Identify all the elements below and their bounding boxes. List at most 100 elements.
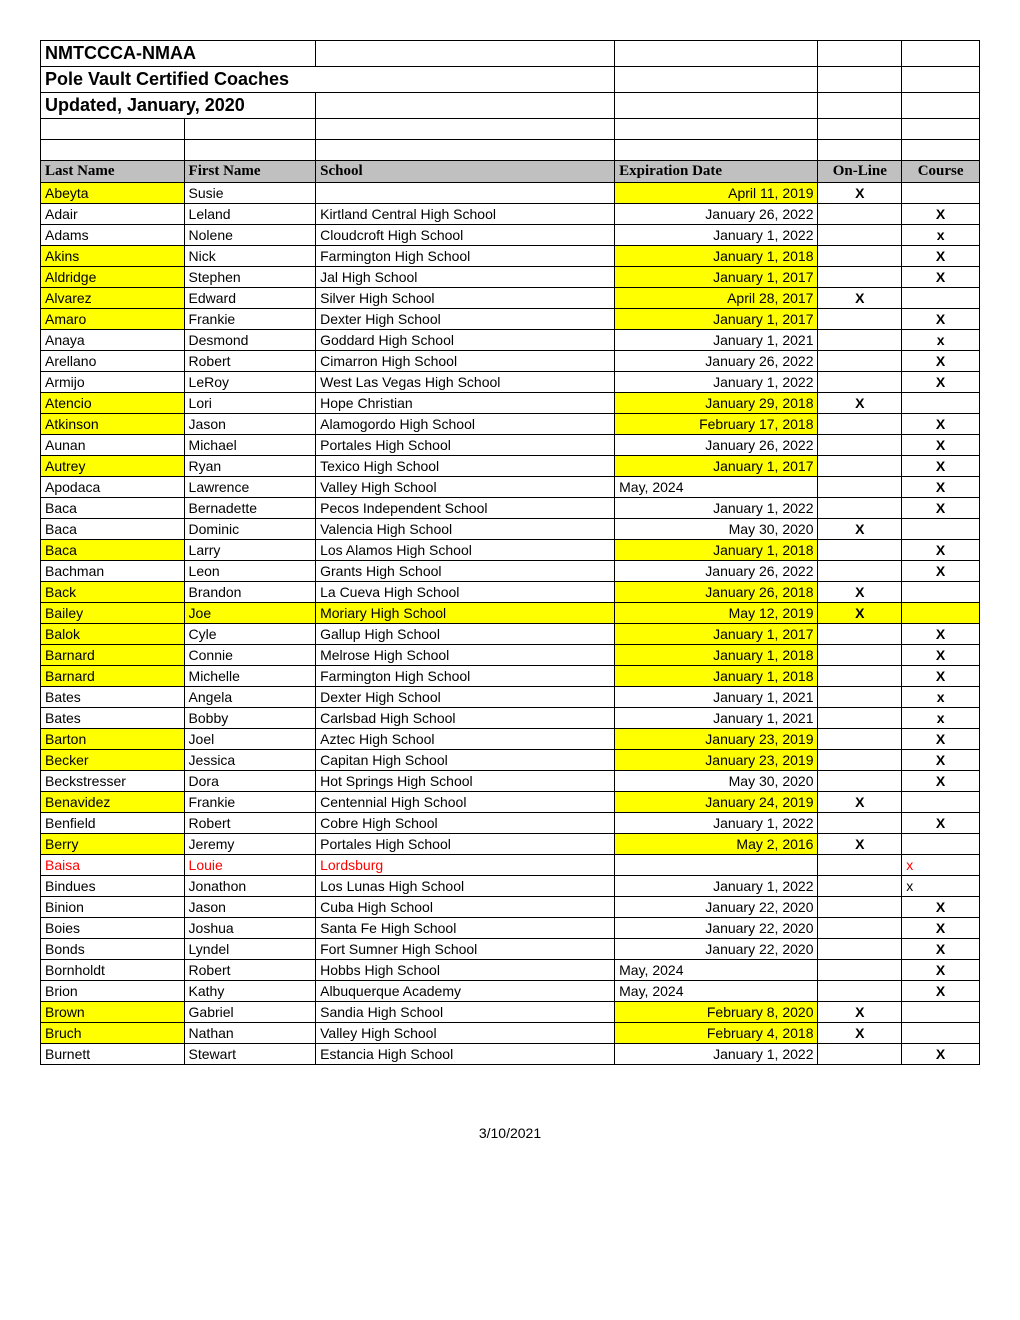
cell-first: Lawrence <box>184 477 316 498</box>
cell-course: X <box>902 204 980 225</box>
empty-cell <box>818 67 902 93</box>
cell-first: Dominic <box>184 519 316 540</box>
cell-last: Adams <box>41 225 185 246</box>
table-row: ApodacaLawrenceValley High SchoolMay, 20… <box>41 477 980 498</box>
cell-first: Stewart <box>184 1044 316 1065</box>
cell-exp: May, 2024 <box>615 477 818 498</box>
table-row: BalokCyleGallup High SchoolJanuary 1, 20… <box>41 624 980 645</box>
empty-cell <box>615 41 818 67</box>
table-row: BinduesJonathonLos Lunas High SchoolJanu… <box>41 876 980 897</box>
table-row: BondsLyndelFort Sumner High SchoolJanuar… <box>41 939 980 960</box>
cell-online <box>818 540 902 561</box>
empty-cell <box>818 140 902 161</box>
cell-course <box>902 1023 980 1044</box>
empty-cell <box>818 93 902 119</box>
cell-last: Amaro <box>41 309 185 330</box>
cell-online <box>818 729 902 750</box>
cell-school: Cloudcroft High School <box>316 225 615 246</box>
cell-exp: January 22, 2020 <box>615 897 818 918</box>
cell-exp: January 24, 2019 <box>615 792 818 813</box>
cell-school: Gallup High School <box>316 624 615 645</box>
table-row: AdamsNoleneCloudcroft High SchoolJanuary… <box>41 225 980 246</box>
cell-course: X <box>902 960 980 981</box>
cell-first: Frankie <box>184 792 316 813</box>
empty-cell <box>902 119 980 140</box>
cell-first: Nathan <box>184 1023 316 1044</box>
empty-cell <box>615 93 818 119</box>
cell-first: Jeremy <box>184 834 316 855</box>
cell-online: X <box>818 792 902 813</box>
title-cell: Updated, January, 2020 <box>41 93 316 119</box>
cell-school: Portales High School <box>316 435 615 456</box>
empty-cell <box>316 140 615 161</box>
cell-online <box>818 939 902 960</box>
cell-school: Aztec High School <box>316 729 615 750</box>
table-row: AdairLelandKirtland Central High SchoolJ… <box>41 204 980 225</box>
cell-course: X <box>902 414 980 435</box>
cell-school: Jal High School <box>316 267 615 288</box>
cell-course: X <box>902 750 980 771</box>
cell-course <box>902 519 980 540</box>
cell-exp: January 29, 2018 <box>615 393 818 414</box>
cell-online <box>818 897 902 918</box>
cell-last: Apodaca <box>41 477 185 498</box>
cell-exp: April 11, 2019 <box>615 183 818 204</box>
cell-exp: January 1, 2017 <box>615 267 818 288</box>
cell-last: Back <box>41 582 185 603</box>
cell-exp: January 26, 2022 <box>615 435 818 456</box>
table-row: AlvarezEdwardSilver High SchoolApril 28,… <box>41 288 980 309</box>
cell-online <box>818 414 902 435</box>
cell-course: X <box>902 897 980 918</box>
cell-online <box>818 435 902 456</box>
cell-first: Joshua <box>184 918 316 939</box>
cell-exp: January 26, 2022 <box>615 204 818 225</box>
cell-school: Centennial High School <box>316 792 615 813</box>
cell-school: Valley High School <box>316 477 615 498</box>
cell-exp: January 26, 2018 <box>615 582 818 603</box>
cell-course: X <box>902 666 980 687</box>
cell-last: Aldridge <box>41 267 185 288</box>
cell-online <box>818 687 902 708</box>
cell-last: Adair <box>41 204 185 225</box>
cell-school: Valley High School <box>316 1023 615 1044</box>
empty-cell <box>41 140 185 161</box>
cell-school: Farmington High School <box>316 246 615 267</box>
cell-course <box>902 183 980 204</box>
cell-school: Capitan High School <box>316 750 615 771</box>
cell-first: Leland <box>184 204 316 225</box>
cell-exp: January 1, 2021 <box>615 708 818 729</box>
cell-first: Connie <box>184 645 316 666</box>
cell-school: Hobbs High School <box>316 960 615 981</box>
cell-school: Texico High School <box>316 456 615 477</box>
cell-last: Brown <box>41 1002 185 1023</box>
cell-last: Abeyta <box>41 183 185 204</box>
header-school: School <box>316 161 615 183</box>
header-first: First Name <box>184 161 316 183</box>
cell-school: Hot Springs High School <box>316 771 615 792</box>
cell-school: Lordsburg <box>316 855 615 876</box>
cell-online: X <box>818 1023 902 1044</box>
cell-school: Sandia High School <box>316 1002 615 1023</box>
cell-first: Desmond <box>184 330 316 351</box>
cell-school: Hope Christian <box>316 393 615 414</box>
table-row: BenavidezFrankieCentennial High SchoolJa… <box>41 792 980 813</box>
cell-online <box>818 708 902 729</box>
cell-last: Brion <box>41 981 185 1002</box>
cell-last: Barton <box>41 729 185 750</box>
empty-cell <box>902 93 980 119</box>
table-row: AbeytaSusieApril 11, 2019X <box>41 183 980 204</box>
table-row: BruchNathanValley High SchoolFebruary 4,… <box>41 1023 980 1044</box>
table-row: BatesBobbyCarlsbad High SchoolJanuary 1,… <box>41 708 980 729</box>
cell-first: Gabriel <box>184 1002 316 1023</box>
cell-school: Pecos Independent School <box>316 498 615 519</box>
header-last: Last Name <box>41 161 185 183</box>
cell-school: Melrose High School <box>316 645 615 666</box>
header-course: Course <box>902 161 980 183</box>
cell-course: X <box>902 309 980 330</box>
cell-last: Barnard <box>41 666 185 687</box>
cell-exp: February 8, 2020 <box>615 1002 818 1023</box>
cell-last: Bindues <box>41 876 185 897</box>
cell-course <box>902 1002 980 1023</box>
cell-online <box>818 771 902 792</box>
cell-school: Los Lunas High School <box>316 876 615 897</box>
